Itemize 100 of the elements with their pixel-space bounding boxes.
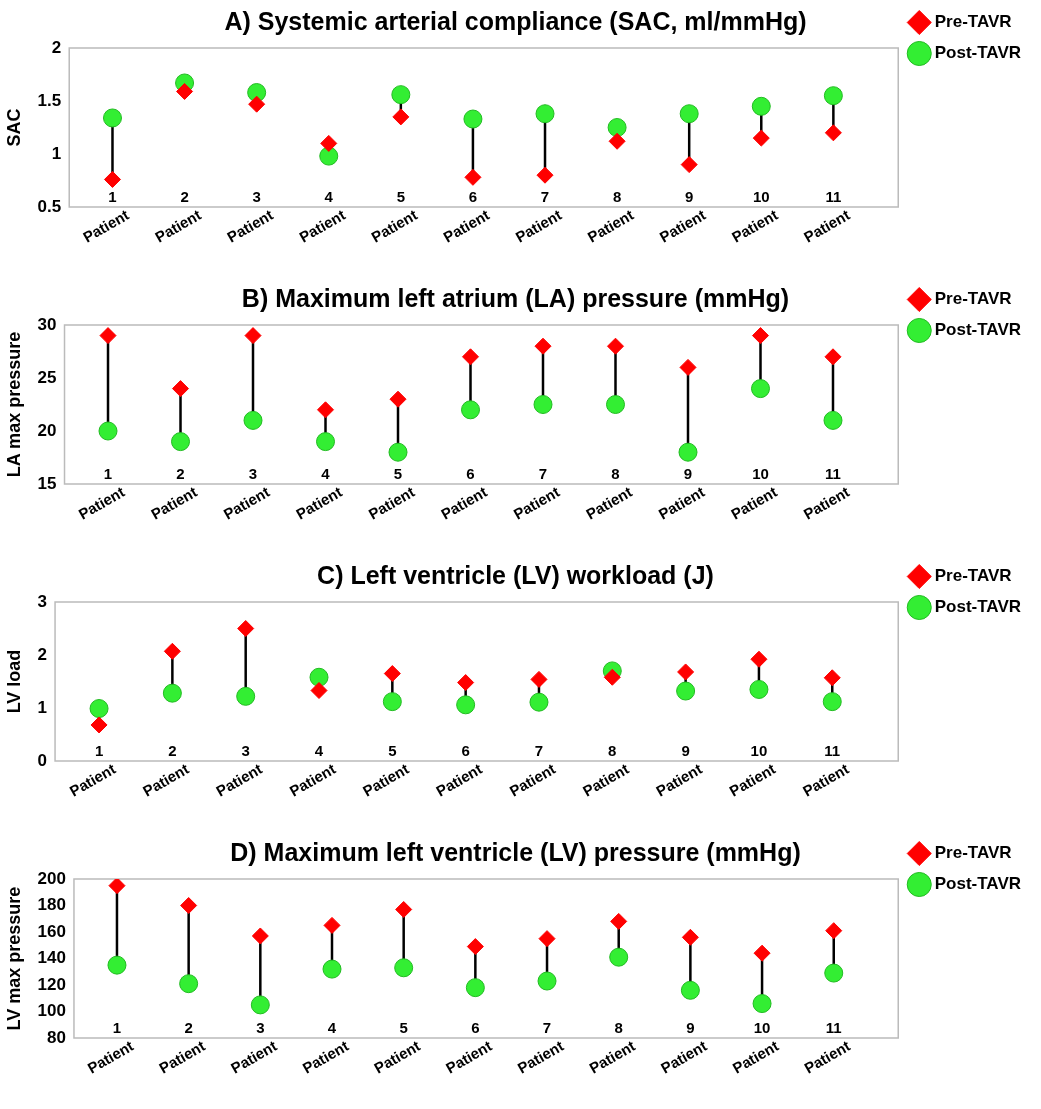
point: [251, 927, 269, 945]
y-tick-label: 1: [51, 143, 62, 163]
point: [607, 118, 627, 137]
point: [465, 978, 485, 998]
point: [309, 667, 329, 687]
point: [179, 974, 199, 994]
point: [752, 994, 772, 1014]
y-tick-label: 100: [37, 1001, 66, 1021]
y-tick-label: 140: [37, 948, 66, 968]
y-tick-label: 0: [37, 750, 48, 770]
point: [535, 104, 555, 124]
point: [824, 124, 842, 142]
point: [323, 916, 341, 934]
legend-label: Pre-TAVR: [934, 566, 1012, 586]
point: [681, 928, 699, 946]
point: [824, 348, 842, 366]
point: [389, 390, 407, 408]
point: [237, 620, 255, 637]
point: [825, 922, 843, 940]
point: [103, 170, 121, 188]
point: [750, 650, 768, 668]
point: [603, 668, 621, 686]
y-tick-label: 3: [37, 591, 48, 611]
point: [530, 670, 548, 688]
point: [395, 900, 413, 918]
point: [244, 327, 262, 345]
point: [823, 410, 843, 430]
point: [248, 95, 266, 113]
point: [680, 980, 700, 1000]
y-axis-title: LV max pressure: [3, 886, 24, 1031]
point: [108, 879, 126, 895]
point: [90, 716, 108, 734]
y-tick-label: 25: [37, 367, 57, 387]
y-tick-label: 0.5: [37, 196, 62, 216]
y-tick-label: 2: [37, 644, 48, 664]
point: [176, 82, 194, 100]
point: [162, 683, 182, 703]
y-tick-label: 200: [37, 868, 66, 888]
point: [679, 104, 699, 124]
y-tick-label: 160: [37, 921, 66, 941]
point: [823, 86, 843, 106]
y-tick-label: 180: [37, 895, 66, 915]
legend-label: Post-TAVR: [934, 597, 1022, 617]
point: [383, 665, 401, 683]
y-tick-label: 1: [37, 697, 48, 717]
chart-title: B) Maximum left atrium (LA) pressure (mmHg): [241, 283, 790, 312]
point: [310, 682, 328, 700]
legend-label: Pre-TAVR: [934, 12, 1012, 32]
point: [98, 421, 118, 441]
point: [322, 959, 342, 979]
point: [382, 692, 402, 712]
point: [163, 642, 181, 660]
point: [679, 358, 697, 376]
y-tick-label: 80: [47, 1027, 66, 1047]
point: [677, 663, 695, 681]
point: [749, 679, 769, 699]
point: [243, 410, 263, 430]
y-tick-label: 120: [37, 974, 66, 994]
legend-label: Post-TAVR: [934, 874, 1022, 894]
y-tick-label: 2: [51, 37, 62, 57]
chart-title: D) Maximum left ventricle (LV) pressure (mmHg): [230, 837, 801, 866]
point: [753, 944, 771, 962]
point: [461, 400, 480, 420]
point: [392, 108, 410, 126]
legend-label: Pre-TAVR: [934, 843, 1012, 863]
point: [102, 108, 122, 128]
point: [464, 168, 482, 186]
point: [89, 699, 109, 719]
point: [317, 401, 335, 419]
point: [316, 432, 336, 452]
point: [534, 337, 552, 355]
point: [752, 129, 770, 147]
point: [823, 669, 841, 687]
point: [536, 166, 554, 184]
point: [609, 947, 629, 967]
point: [107, 955, 127, 975]
point: [250, 995, 270, 1015]
point: [463, 109, 483, 129]
legend-label: Post-TAVR: [934, 43, 1022, 63]
point: [236, 686, 256, 706]
point: [99, 327, 117, 345]
point: [538, 930, 556, 948]
y-tick-label: 30: [37, 314, 57, 334]
point: [320, 134, 338, 152]
point: [752, 327, 769, 345]
point: [457, 674, 475, 692]
point: [456, 695, 476, 715]
y-tick-label: 20: [37, 420, 57, 440]
point: [537, 971, 557, 991]
point: [180, 897, 198, 914]
point: [391, 85, 411, 105]
legend-label: Pre-TAVR: [934, 289, 1012, 309]
point: [462, 348, 479, 366]
point: [824, 963, 844, 983]
point: [529, 692, 549, 712]
point: [751, 96, 771, 116]
chart-title: C) Left ventricle (LV) workload (J): [317, 560, 714, 589]
y-tick-label: 1.5: [37, 90, 62, 110]
point: [172, 380, 190, 398]
point: [466, 938, 484, 956]
